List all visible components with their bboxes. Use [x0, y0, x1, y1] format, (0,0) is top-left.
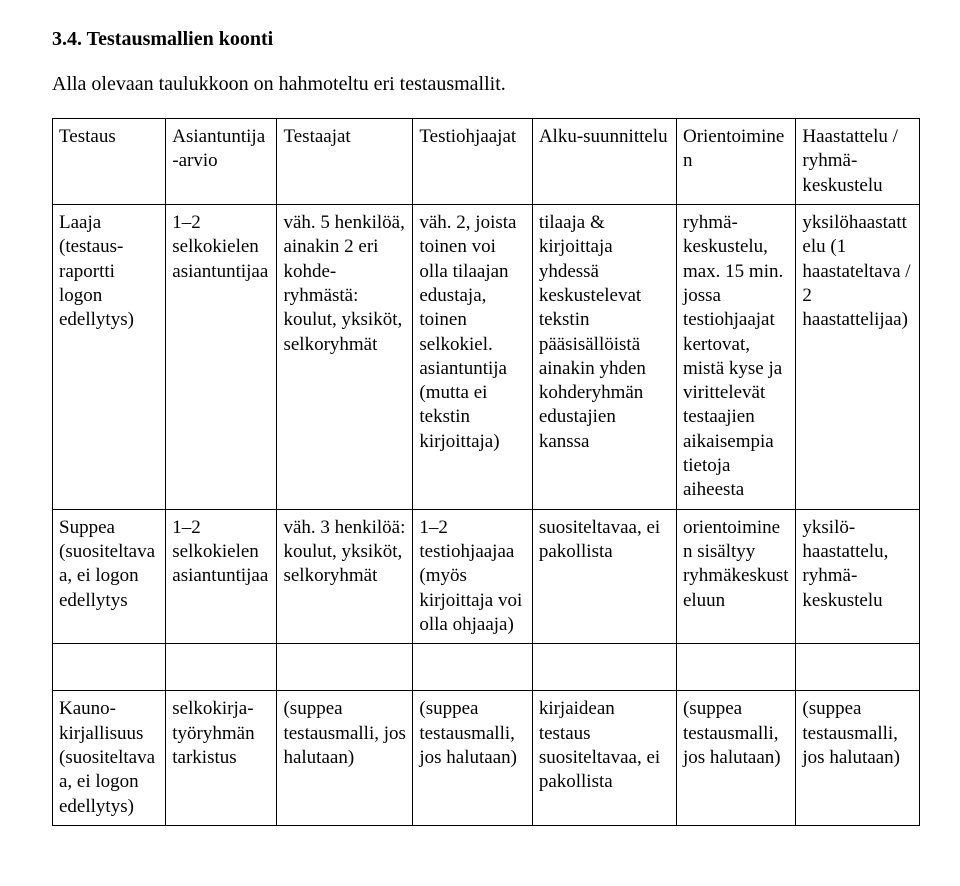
- table-cell: yksilö-haastattelu, ryhmä-keskustelu: [796, 509, 920, 644]
- table-cell: väh. 3 henkilöä: koulut, yksiköt, selkor…: [277, 509, 413, 644]
- table-row: Suppea (suositeltavaa, ei logon edellyty…: [53, 509, 920, 644]
- table-cell: 1–2 testiohjaajaa (myös kirjoittaja voi …: [413, 509, 532, 644]
- table-cell: Testaus: [53, 119, 166, 205]
- table-cell: ryhmä-keskustelu, max. 15 min. jossa tes…: [676, 204, 795, 509]
- table-cell: 1–2 selkokielen asiantuntijaa: [166, 204, 277, 509]
- table-cell: tilaaja & kirjoittaja yhdessä keskustele…: [532, 204, 676, 509]
- table-cell: (suppea testausmalli, jos halutaan): [413, 691, 532, 826]
- table-cell: (suppea testausmalli, jos halutaan): [277, 691, 413, 826]
- table-cell: Testiohjaajat: [413, 119, 532, 205]
- table-cell: Alku-suunnittelu: [532, 119, 676, 205]
- table-cell: Testaajat: [277, 119, 413, 205]
- table-cell: orientoiminen sisältyy ryhmäkeskusteluun: [676, 509, 795, 644]
- table-cell: yksilöhaastattelu (1 haastateltava / 2 h…: [796, 204, 920, 509]
- table-cell: Haastattelu / ryhmä-keskustelu: [796, 119, 920, 205]
- table-spacer-row: [53, 644, 920, 691]
- table-cell: väh. 2, joista toinen voi olla tilaajan …: [413, 204, 532, 509]
- table-cell: Orientoiminen: [676, 119, 795, 205]
- table-cell: Laaja (testaus-raportti logon edellytys): [53, 204, 166, 509]
- section-heading: 3.4. Testausmallien koonti: [52, 28, 920, 51]
- table-cell: kirjaidean testaus suositeltavaa, ei pak…: [532, 691, 676, 826]
- table-cell: Suppea (suositeltavaa, ei logon edellyty…: [53, 509, 166, 644]
- table-row: Kauno-kirjallisuus (suositeltavaa, ei lo…: [53, 691, 920, 826]
- table-cell: (suppea testausmalli, jos halutaan): [796, 691, 920, 826]
- table-cell: selkokirja-työryhmän tarkistus: [166, 691, 277, 826]
- table-row: Testaus Asiantuntija-arvio Testaajat Tes…: [53, 119, 920, 205]
- intro-paragraph: Alla olevaan taulukkoon on hahmoteltu er…: [52, 73, 920, 96]
- table-cell: Kauno-kirjallisuus (suositeltavaa, ei lo…: [53, 691, 166, 826]
- document-page: 3.4. Testausmallien koonti Alla olevaan …: [0, 0, 960, 866]
- table-row: Laaja (testaus-raportti logon edellytys)…: [53, 204, 920, 509]
- table-cell: väh. 5 henkilöä, ainakin 2 eri kohde-ryh…: [277, 204, 413, 509]
- testaus-table: Testaus Asiantuntija-arvio Testaajat Tes…: [52, 118, 920, 826]
- table-cell: (suppea testausmalli, jos halutaan): [676, 691, 795, 826]
- table-cell: 1–2 selkokielen asiantuntijaa: [166, 509, 277, 644]
- table-cell: suositeltavaa, ei pakollista: [532, 509, 676, 644]
- table-cell: Asiantuntija-arvio: [166, 119, 277, 205]
